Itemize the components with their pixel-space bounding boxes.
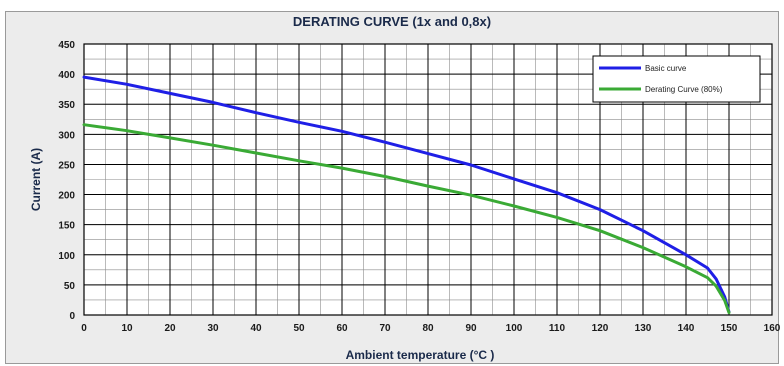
x-tick-label: 90 xyxy=(465,323,477,334)
x-tick-label: 120 xyxy=(592,323,609,334)
x-tick-label: 130 xyxy=(635,323,652,334)
x-tick-label: 40 xyxy=(250,323,262,334)
x-axis-title: Ambient temperature (°C ) xyxy=(346,348,495,362)
legend-box xyxy=(592,55,761,103)
x-tick-label: 80 xyxy=(422,323,434,334)
series-line-2 xyxy=(82,123,731,315)
x-tick-label: 30 xyxy=(207,323,219,334)
x-tick-label: 100 xyxy=(506,323,523,334)
y-tick-label: 100 xyxy=(58,251,75,262)
legend-label: Basic curve xyxy=(645,64,687,73)
y-axis-title: Current (A) xyxy=(29,148,43,211)
y-tick-label: 150 xyxy=(58,221,75,232)
legend-label: Derating Curve (80%) xyxy=(645,85,723,94)
x-tick-label: 60 xyxy=(336,323,348,334)
chart-title: DERATING CURVE (1x and 0,8x) xyxy=(292,14,492,29)
x-tick-label: 110 xyxy=(549,323,566,334)
y-tick-label: 400 xyxy=(58,70,75,81)
x-tick-label: 70 xyxy=(379,323,391,334)
y-tick-label: 300 xyxy=(58,130,75,141)
x-tick-label: 0 xyxy=(81,323,87,334)
x-tick-label: 50 xyxy=(293,323,305,334)
x-tick-label: 150 xyxy=(721,323,738,334)
x-tick-label: 10 xyxy=(121,323,133,334)
x-tick-label: 140 xyxy=(678,323,695,334)
y-tick-label: 200 xyxy=(58,191,75,202)
y-tick-label: 250 xyxy=(58,160,75,171)
y-tick-label: 450 xyxy=(58,40,75,51)
y-tick-label: 50 xyxy=(64,281,76,292)
y-tick-label: 350 xyxy=(58,100,75,111)
x-tick-label: 160 xyxy=(764,323,781,334)
series-line-1 xyxy=(82,75,731,314)
x-tick-label: 20 xyxy=(164,323,176,334)
y-tick-label: 0 xyxy=(69,311,75,322)
